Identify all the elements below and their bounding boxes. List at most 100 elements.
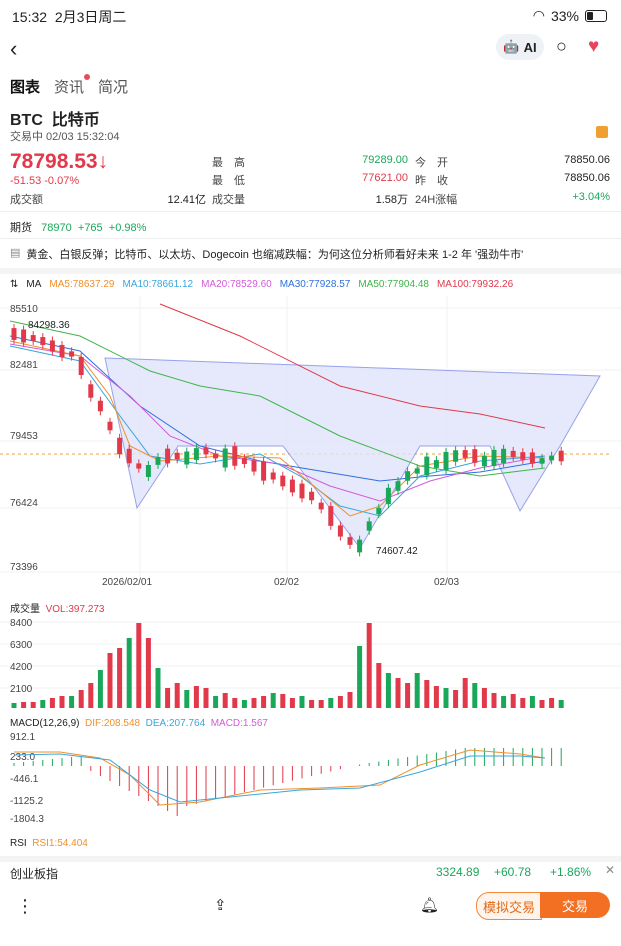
trade-button[interactable]: 交易	[540, 892, 610, 918]
high-value: 79289.00	[362, 154, 408, 166]
candle	[520, 452, 526, 460]
macd-histogram-bar	[13, 763, 15, 766]
candle	[453, 450, 459, 462]
volume-bar	[337, 696, 343, 708]
candle	[11, 328, 17, 340]
macd-legend: MACD(12,26,9) DIF:208.548 DEA:207.764 MA…	[10, 718, 268, 729]
candle	[347, 537, 353, 545]
macd-histogram-bar	[176, 766, 178, 816]
close-icon[interactable]: ✕	[605, 863, 616, 877]
index-value: 3324.89	[436, 865, 480, 879]
news-headline[interactable]: ▤ 黄金、白银反弹；比特币、以太坊、Dogecoin 也缩减跌幅：为何这位分析师…	[10, 247, 524, 261]
back-icon[interactable]: ‹	[10, 36, 18, 61]
ma-legend-item: MA10:78661.12	[122, 279, 194, 290]
macd-tick: -446.1	[10, 774, 39, 785]
battery-icon	[585, 9, 607, 22]
change24-label: 24H涨幅	[415, 194, 458, 206]
candle	[549, 455, 555, 461]
ma-legend: ⇅ MA MA5:78637.29 MA10:78661.12 MA20:78529…	[10, 279, 514, 290]
macd-histogram-bar	[464, 748, 466, 766]
macd-tick: -1804.3	[10, 814, 44, 825]
index-name[interactable]: 创业板指	[10, 867, 59, 881]
candle	[40, 337, 46, 345]
volume-bar	[539, 700, 545, 708]
candle	[481, 455, 487, 467]
candle	[414, 468, 420, 474]
ma-legend-item: MA30:77928.57	[279, 279, 351, 290]
macd-histogram-bar	[109, 766, 111, 781]
battery-level: 33%	[550, 7, 579, 24]
search-icon[interactable]: ○	[556, 36, 567, 56]
volume-bar	[69, 696, 75, 708]
volume-bar	[462, 678, 468, 708]
tab-profile[interactable]: 简况	[98, 79, 129, 96]
volume-value: 1.58万	[375, 194, 408, 206]
high-label: 最 高	[212, 157, 245, 169]
volume-bar	[395, 678, 401, 708]
volume-bar	[299, 696, 305, 708]
macd-histogram-bar	[51, 759, 53, 766]
alert-bell-icon[interactable]: 🔔︎	[420, 897, 440, 914]
macd-histogram-bar	[80, 756, 82, 766]
volume-bar	[289, 698, 295, 708]
ai-assistant-button[interactable]: 🤖 AI	[496, 34, 544, 60]
volume-bar	[155, 668, 161, 708]
y-axis-tick: 85510	[10, 304, 38, 315]
candle	[299, 483, 305, 499]
price-change: -51.53 -0.07%	[10, 175, 80, 187]
macd-histogram-bar	[119, 766, 121, 786]
macd-histogram-bar	[407, 757, 409, 766]
volume-bar	[520, 698, 526, 708]
simulate-trade-button[interactable]: 模拟交易	[476, 892, 542, 920]
candle	[59, 344, 65, 358]
volume-bar	[117, 648, 123, 708]
macd-histogram-bar	[330, 766, 332, 772]
macd-histogram-bar	[426, 754, 428, 766]
volume-bar	[280, 694, 286, 708]
low-label: 最 低	[212, 175, 245, 187]
more-icon[interactable]: ⋮	[16, 896, 34, 916]
candle	[558, 450, 564, 462]
candle	[184, 451, 190, 465]
volume-bar	[97, 670, 103, 708]
volume-bar	[193, 686, 199, 708]
volume-bar	[174, 683, 180, 708]
candle	[424, 456, 430, 476]
macd-histogram-bar	[263, 766, 265, 788]
share-icon[interactable]: ⇪	[214, 897, 227, 914]
y-axis-tick: 79453	[10, 431, 38, 442]
candle	[203, 447, 209, 455]
macd-histogram-bar	[474, 748, 476, 766]
ma-legend-item: MA20:78529.60	[201, 279, 272, 290]
volume-bar	[491, 693, 497, 708]
candle	[539, 458, 545, 464]
volume-bar	[472, 683, 478, 708]
volume-bar	[11, 703, 17, 708]
macd-histogram-bar	[90, 766, 92, 771]
macd-histogram-bar	[224, 766, 226, 797]
volume-bar	[107, 653, 113, 708]
volume-tick: 2100	[10, 684, 33, 695]
candle	[337, 525, 343, 537]
volume-bar	[59, 696, 65, 708]
price-chart[interactable]: 85510 82481 79453 76424 73396 84298.36 74607.4…	[0, 296, 621, 586]
futures-row[interactable]: 期货 78970 +765 +0.98%	[10, 222, 147, 234]
macd-histogram-bar	[253, 766, 255, 790]
volume-bar	[558, 700, 564, 708]
tab-news[interactable]: 资讯	[54, 74, 91, 97]
tab-chart[interactable]: 图表	[10, 79, 41, 96]
favorite-heart-icon[interactable]: ♥	[588, 36, 600, 57]
macd-histogram-bar	[23, 762, 25, 766]
candle	[376, 507, 382, 515]
candle	[241, 458, 247, 464]
index-change: +60.78	[494, 865, 532, 879]
macd-histogram-bar	[71, 757, 73, 766]
open-label: 今 开	[415, 157, 448, 169]
high-price-annotation: 84298.36	[28, 320, 70, 331]
unread-dot	[84, 74, 91, 80]
volume-bar	[184, 690, 190, 708]
candle	[193, 448, 199, 460]
volume-legend: 成交量 VOL:397.273	[10, 604, 105, 615]
tab-bar: 图表 资讯 简况	[10, 74, 129, 97]
candle	[443, 451, 449, 471]
